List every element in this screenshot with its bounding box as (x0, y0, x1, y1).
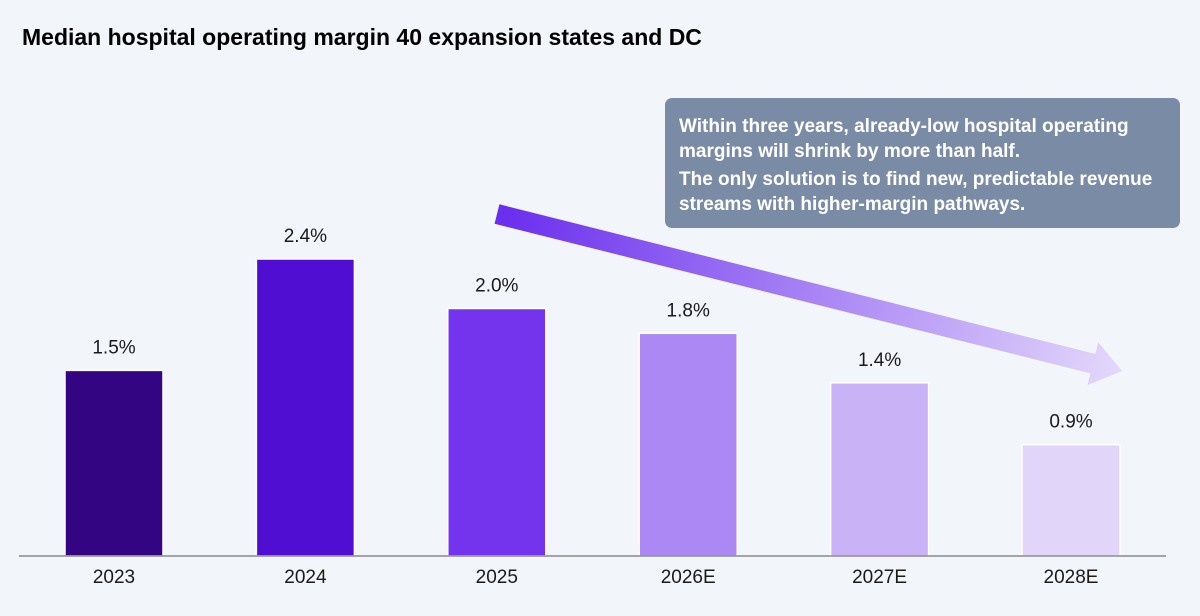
value-label-2023: 1.5% (92, 337, 135, 358)
callout-box: Within three years, already-low hospital… (665, 98, 1180, 228)
chart-title: Median hospital operating margin 40 expa… (22, 24, 702, 50)
bar-2025 (447, 307, 547, 557)
trend-arrow-shape (494, 204, 1122, 386)
tick-label-2025: 2025 (476, 567, 518, 588)
bars (64, 258, 1121, 557)
tick-label-2026e: 2026E (661, 567, 716, 588)
x-axis-ticks: 2023 2024 2025 2026E 2027E 2028E (93, 567, 1099, 588)
value-labels: 1.5% 2.4% 2.0% 1.8% 1.4% 0.9% (92, 226, 1092, 433)
bar-2023 (64, 369, 164, 557)
callout-line-1: Within three years, already-low hospital… (679, 116, 1129, 162)
bar-2027e (829, 382, 930, 557)
tick-label-2023: 2023 (93, 567, 135, 588)
tick-label-2027e: 2027E (852, 567, 907, 588)
value-label-2027e: 1.4% (858, 350, 901, 371)
tick-label-2028e: 2028E (1044, 567, 1099, 588)
value-label-2025: 2.0% (475, 276, 518, 297)
trend-arrow (494, 204, 1122, 386)
bar-2026e (638, 332, 738, 557)
callout-line-2: The only solution is to find new, predic… (679, 169, 1153, 215)
bar-2024 (255, 258, 356, 557)
bar-2028e (1021, 443, 1121, 557)
value-label-2028e: 0.9% (1049, 412, 1092, 433)
value-label-2024: 2.4% (284, 226, 327, 247)
tick-label-2024: 2024 (284, 567, 327, 588)
value-label-2026e: 1.8% (667, 300, 710, 321)
